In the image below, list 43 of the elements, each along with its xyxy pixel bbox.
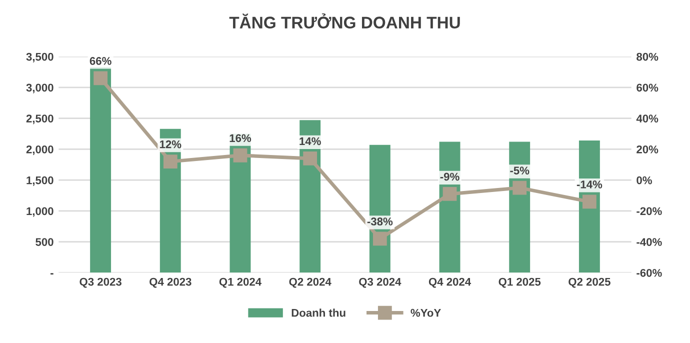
point [442, 187, 457, 201]
data-label: 16% [230, 134, 252, 142]
y-tick-label: 3,500 [26, 52, 54, 62]
y2-tick-label: -60% [636, 268, 662, 277]
y-tick-label: 1,000 [26, 207, 54, 217]
chart-title: TĂNG TRƯỞNG DOANH THU [229, 13, 460, 28]
x-tick-label: Q3 2023 [80, 278, 122, 288]
y2-tick-label: -40% [636, 238, 662, 246]
point [233, 148, 248, 162]
x-tick-label: Q4 2023 [150, 278, 192, 288]
point [582, 194, 596, 209]
x-tick-label: Q1 2024 [219, 278, 262, 288]
legend-label: %YoY [410, 308, 441, 317]
y-tick-label: 3,000 [26, 84, 54, 94]
point [163, 154, 178, 168]
data-label: 14% [300, 137, 321, 146]
y-tick-label: 1,500 [26, 176, 54, 186]
legend-label: Doanh thu [292, 308, 346, 317]
data-label: -9% [440, 172, 460, 181]
point [94, 71, 108, 86]
y-tick-label: 500 [36, 238, 54, 246]
x-tick-label: Q2 2025 [568, 278, 610, 288]
y-tick-label: 2,500 [26, 114, 54, 124]
y-tick-label: 2,000 [26, 145, 54, 155]
point [372, 232, 387, 246]
data-label: 12% [160, 140, 182, 148]
point [303, 152, 318, 166]
y-tick-label: - [50, 273, 54, 274]
y2-tick-label: 0% [636, 176, 652, 184]
y2-tick-label: 60% [636, 84, 658, 92]
x-tick-label: Q3 2024 [359, 278, 402, 288]
data-label: -14% [576, 180, 602, 188]
x-tick-label: Q2 2024 [289, 278, 332, 288]
data-label: -5% [510, 166, 530, 174]
y2-tick-label: -20% [636, 207, 662, 216]
x-tick-label: Q4 2024 [428, 278, 472, 288]
y2-tick-label: 40% [636, 114, 658, 122]
data-label: 66% [90, 57, 112, 65]
y2-tick-label: 20% [636, 145, 658, 154]
x-tick-label: Q1 2025 [498, 278, 541, 288]
point [512, 180, 527, 195]
y2-tick-label: 80% [636, 52, 658, 61]
data-label: -38% [367, 218, 393, 226]
